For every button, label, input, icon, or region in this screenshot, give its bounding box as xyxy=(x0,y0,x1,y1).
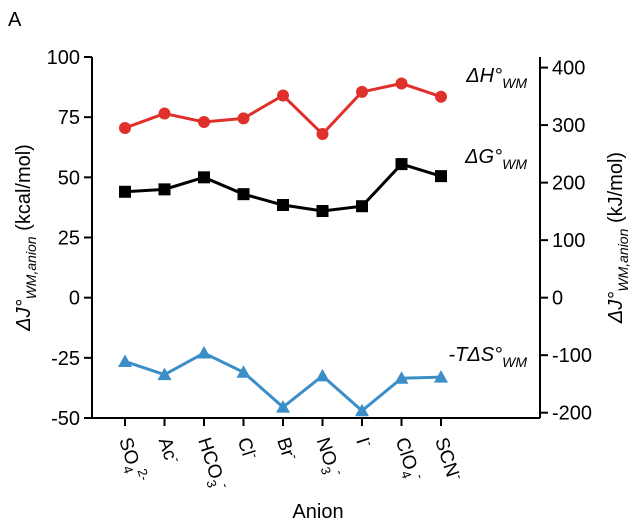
series-label: ΔH°WM xyxy=(465,65,527,91)
data-point xyxy=(355,403,369,417)
right-tick-label: 300 xyxy=(552,115,585,137)
data-point xyxy=(119,185,131,198)
x-tick-label: SO42- xyxy=(111,434,152,487)
series-circle xyxy=(119,77,447,141)
series-triangle xyxy=(118,346,448,417)
data-point xyxy=(395,77,408,90)
data-point xyxy=(197,346,211,359)
right-tick-label: -100 xyxy=(552,345,592,367)
data-point xyxy=(395,158,408,171)
data-point xyxy=(435,170,447,183)
data-point xyxy=(237,112,250,125)
data-point xyxy=(434,370,448,383)
data-point xyxy=(157,367,172,381)
right-tick-label: 400 xyxy=(552,58,585,80)
data-point xyxy=(394,371,409,384)
x-tick-label: Br- xyxy=(272,434,303,464)
right-tick-label: -200 xyxy=(552,403,592,425)
x-tick-label: SCN- xyxy=(430,434,468,484)
data-point xyxy=(236,365,251,378)
right-tick-label: 0 xyxy=(552,288,563,310)
series-label: ΔG°WM xyxy=(464,146,527,172)
left-y-axis-label: ΔJ°WM,anion (kcal/mol) xyxy=(13,144,39,332)
data-point xyxy=(356,200,368,213)
data-point xyxy=(119,121,131,134)
left-tick-label: 0 xyxy=(69,288,80,310)
series-label: -TΔS°WM xyxy=(448,344,527,370)
x-tick-label: Ac- xyxy=(154,434,186,467)
data-point xyxy=(277,89,289,102)
left-tick-label: 75 xyxy=(58,107,80,129)
data-point xyxy=(316,128,329,141)
left-tick-label: 100 xyxy=(47,47,80,69)
data-point xyxy=(158,183,171,196)
series-square xyxy=(119,158,447,218)
right-tick-label: 100 xyxy=(552,230,585,252)
left-tick-label: -25 xyxy=(51,348,80,370)
data-point xyxy=(435,90,447,103)
data-point xyxy=(277,199,289,212)
x-tick-label: ClO4- xyxy=(388,434,428,485)
data-point xyxy=(316,205,329,218)
data-point xyxy=(198,115,210,128)
left-tick-label: 25 xyxy=(58,228,80,250)
x-tick-label: Cl- xyxy=(233,434,264,463)
data-point xyxy=(276,400,290,413)
x-axis-label: Anion xyxy=(292,501,343,523)
data-point xyxy=(356,85,368,98)
x-tick-label: NO3- xyxy=(309,434,348,481)
data-point xyxy=(315,368,330,382)
data-point xyxy=(237,188,250,201)
data-point xyxy=(198,171,210,184)
left-tick-label: -50 xyxy=(51,408,80,430)
right-tick-label: 200 xyxy=(552,173,585,195)
right-y-axis-label: ΔJ°WM,anion (kJ/mol) xyxy=(605,152,631,324)
data-point xyxy=(158,107,171,120)
data-point xyxy=(118,354,132,367)
x-tick-label: HCO3- xyxy=(190,434,233,494)
panel-label: A xyxy=(8,9,22,31)
x-tick-label: I- xyxy=(351,434,378,451)
left-tick-label: 50 xyxy=(58,167,80,189)
